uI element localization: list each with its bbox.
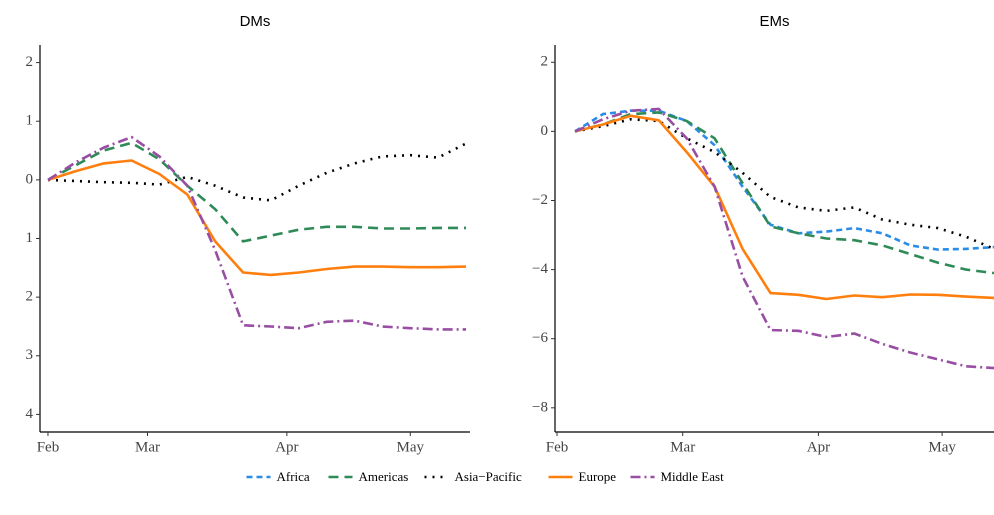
y-tick-label: 1: [26, 230, 34, 246]
series-line: [47, 135, 466, 331]
series-line: [47, 142, 467, 202]
x-tick-label: Mar: [670, 439, 695, 455]
y-tick-label: −8: [532, 399, 548, 415]
y-tick-label: 1: [26, 113, 34, 129]
legend-label: Europe: [579, 469, 617, 484]
series-line: [574, 111, 994, 275]
y-tick-label: 0: [26, 171, 34, 187]
y-tick-label: −6: [532, 330, 548, 346]
series-line: [574, 118, 994, 251]
panel-title: DMs: [240, 13, 271, 30]
series-line: [574, 107, 994, 370]
y-tick-label: −4: [532, 261, 548, 277]
legend-label: Middle East: [661, 469, 725, 484]
y-tick-label: 3: [26, 347, 34, 363]
legend-label: Asia−Pacific: [455, 469, 522, 484]
x-tick-label: May: [397, 439, 425, 455]
legend-label: Africa: [277, 469, 310, 484]
series-line: [47, 159, 467, 277]
x-tick-label: Feb: [37, 439, 60, 455]
x-tick-label: Apr: [275, 439, 298, 455]
series-line: [47, 141, 466, 243]
series-line: [574, 109, 994, 251]
x-tick-label: Feb: [546, 439, 569, 455]
x-tick-label: May: [928, 439, 956, 455]
x-tick-label: Apr: [807, 439, 830, 455]
y-tick-label: 4: [26, 406, 34, 422]
series-line: [574, 114, 994, 301]
y-tick-label: −2: [532, 192, 548, 208]
x-tick-label: Mar: [135, 439, 160, 455]
y-tick-label: 2: [26, 54, 34, 70]
panel-title: EMs: [760, 13, 790, 30]
y-tick-label: 0: [541, 123, 549, 139]
y-tick-label: 2: [26, 289, 34, 305]
legend-label: Americas: [359, 469, 409, 484]
y-tick-label: 2: [541, 54, 549, 70]
